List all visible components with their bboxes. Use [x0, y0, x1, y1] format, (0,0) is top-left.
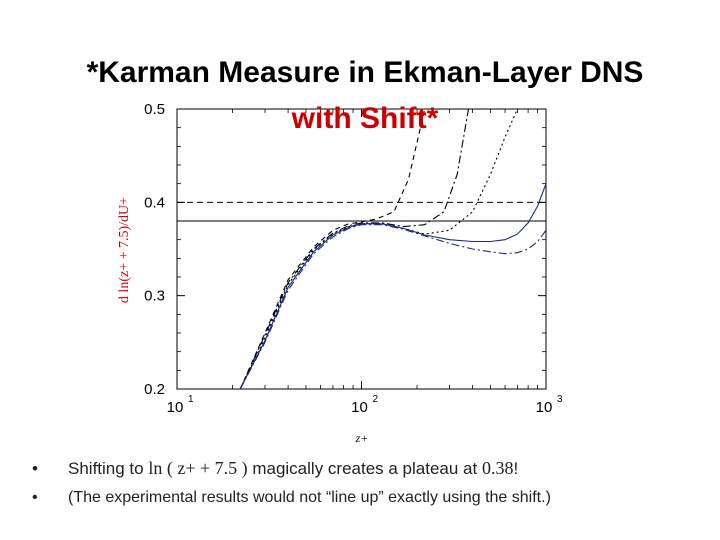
x-tick-exponent: 3	[557, 394, 563, 405]
y-axis-label: d ln(z+ + 7.5)/dU+	[117, 197, 132, 303]
bullet-text: (The experimental results would not “lin…	[68, 489, 551, 506]
plot-frame	[176, 108, 547, 390]
bullet-symbol: •	[32, 489, 38, 506]
x-tick-exponent: 2	[373, 394, 379, 405]
bullet-item-1: • Shifting to ln ( z+ + 7.5 ) magically …	[32, 458, 712, 479]
y-tick-label: 0.5	[144, 101, 165, 118]
series-line	[239, 109, 518, 389]
bullet-text: magically creates a plateau at	[247, 459, 482, 478]
bullet-math: ln ( z+ + 7.5 )	[148, 458, 248, 478]
y-tick-label: 0.2	[144, 381, 165, 398]
slide-title-line1: *Karman Measure in Ekman-Layer DNS	[86, 56, 644, 89]
bullet-symbol: •	[32, 459, 38, 478]
series-line	[239, 109, 470, 389]
x-tick-label: 10	[167, 399, 184, 416]
series-line	[239, 183, 546, 389]
bullet-text: Shifting to	[68, 459, 149, 478]
y-tick-label: 0.3	[144, 288, 165, 305]
bullet-list: • Shifting to ln ( z+ + 7.5 ) magically …	[32, 458, 712, 517]
x-tick-label: 10	[536, 399, 553, 416]
slide-title-line2: with Shift*	[291, 102, 439, 135]
series-line	[239, 224, 546, 389]
x-tick-label: 10	[351, 399, 368, 416]
x-tick-exponent: 1	[188, 394, 194, 405]
series-line	[239, 109, 426, 389]
x-axis-label: z+	[355, 431, 369, 445]
y-tick-label: 0.4	[144, 194, 165, 211]
bullet-item-2: • (The experimental results would not “l…	[32, 489, 712, 507]
bullet-value: 0.38	[481, 458, 514, 478]
bullet-text: !	[513, 459, 519, 478]
